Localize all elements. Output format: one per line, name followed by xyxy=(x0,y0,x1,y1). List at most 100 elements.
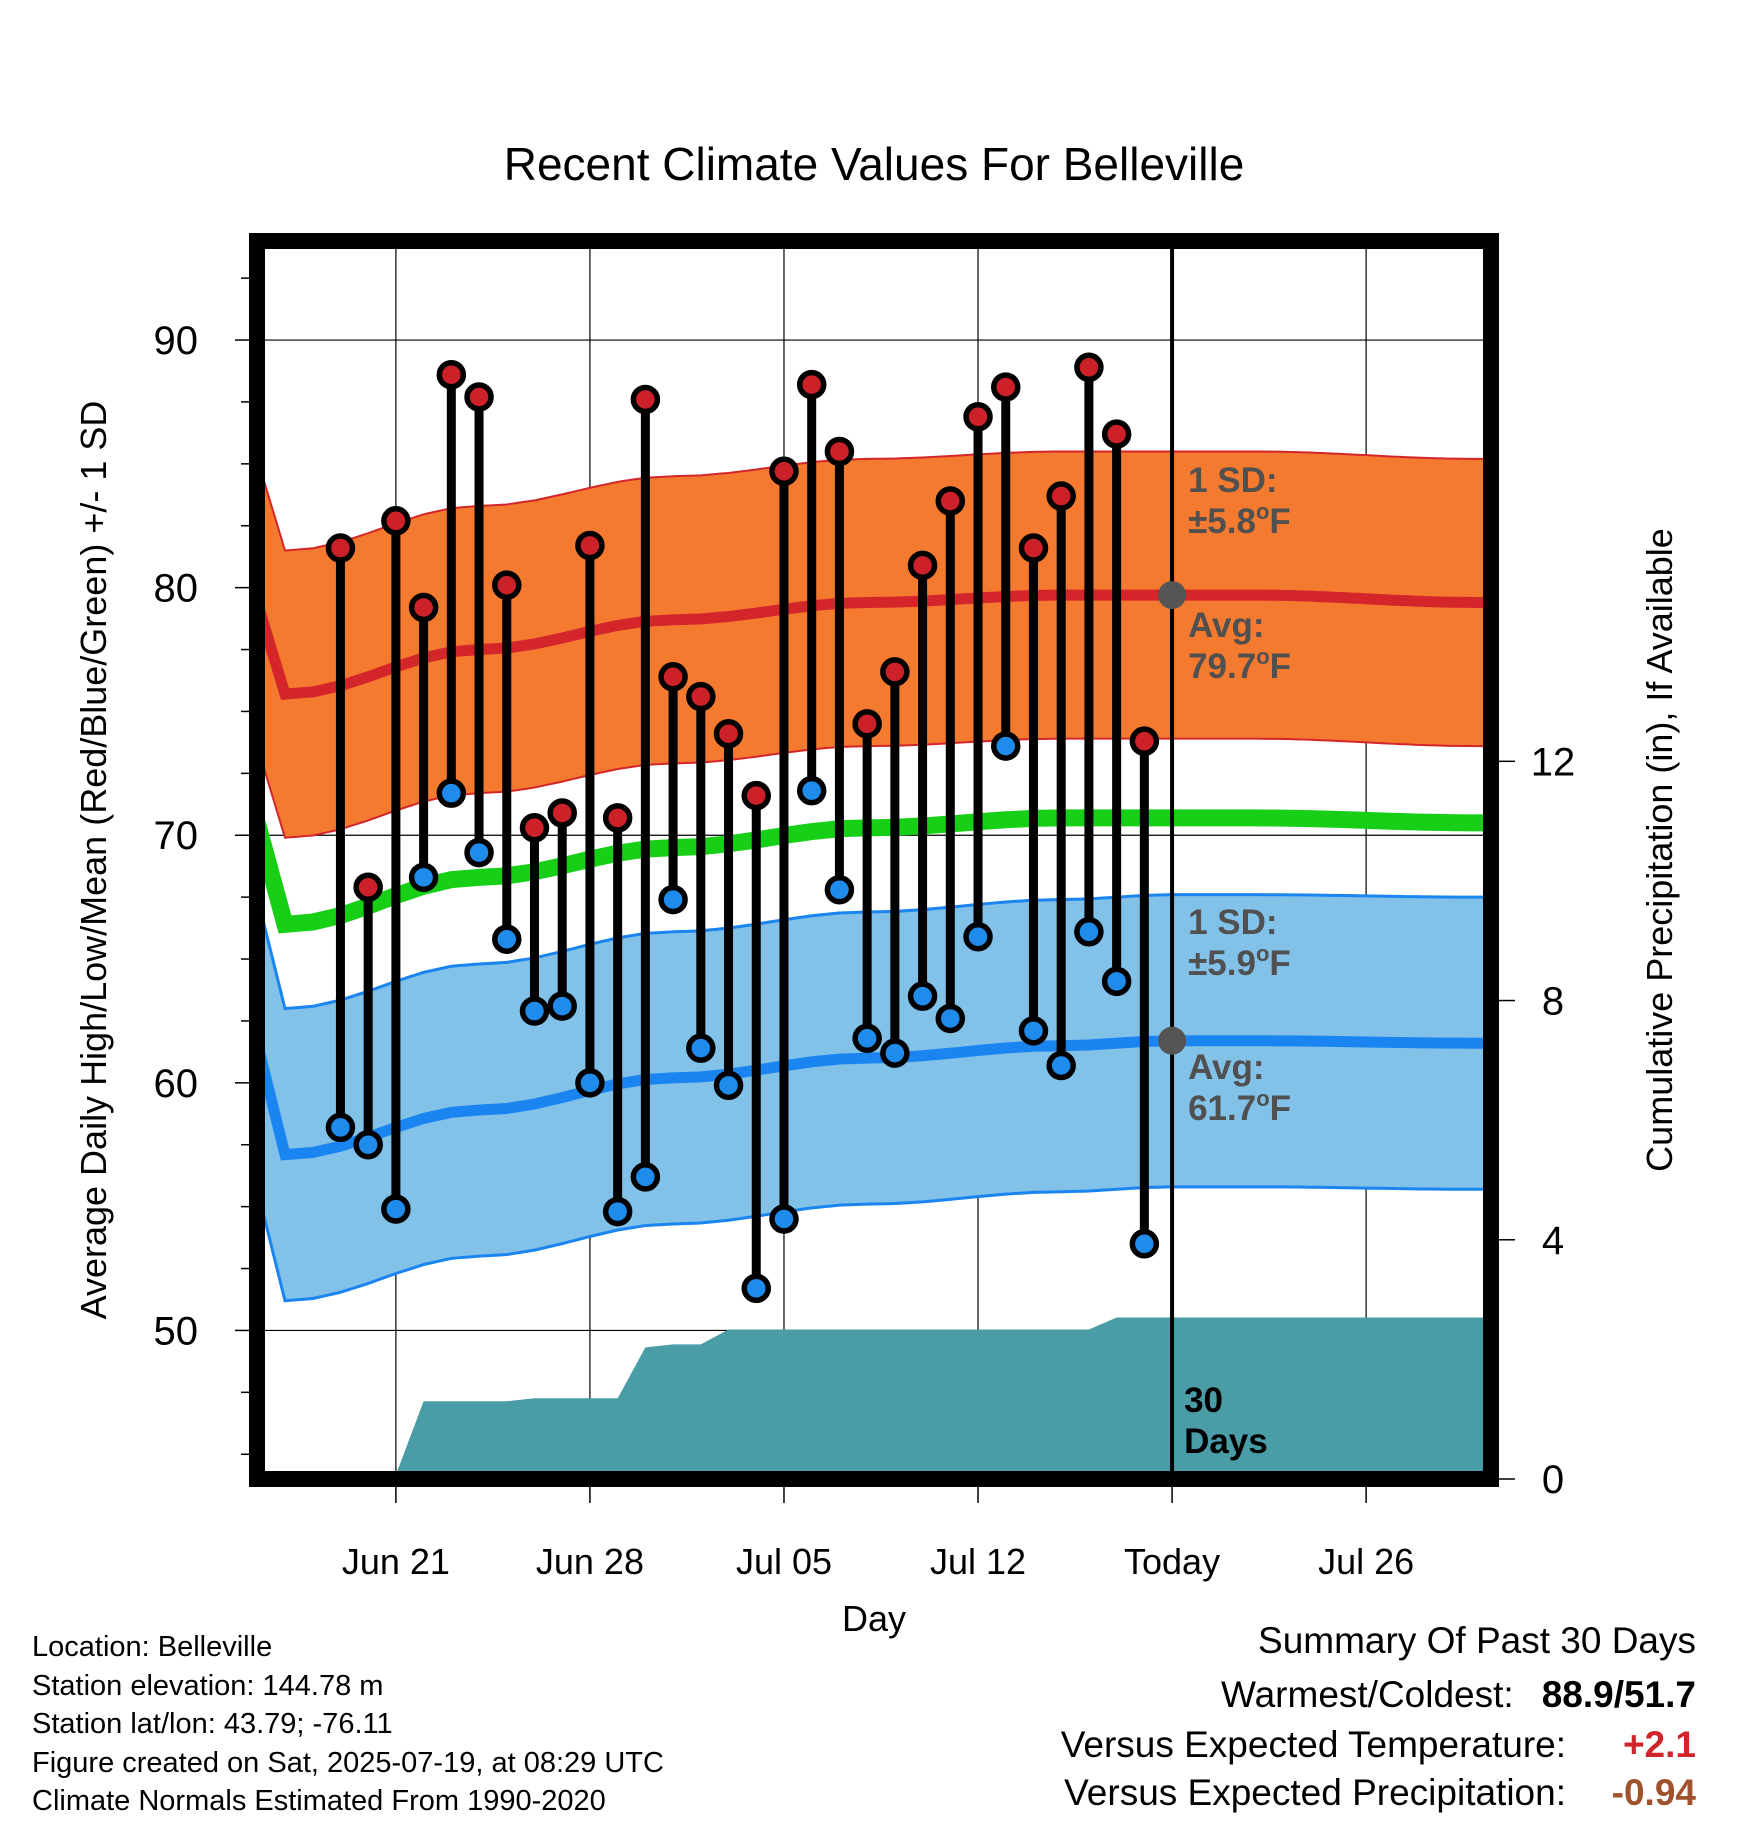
y2-tick-label: 8 xyxy=(1542,980,1564,1024)
daily-high-marker xyxy=(325,533,356,563)
daily-high-marker xyxy=(686,681,716,712)
daily-high-marker xyxy=(658,662,688,692)
daily-high-marker xyxy=(824,436,855,467)
daily-high-marker xyxy=(990,372,1021,402)
daily-low-marker xyxy=(1129,1229,1160,1259)
low-sd-upper-edge xyxy=(264,893,1484,1011)
summary-title: Summary Of Past 30 Days xyxy=(1258,1620,1696,1661)
daily-low-marker xyxy=(824,874,855,905)
x-tick-label: Jul 12 xyxy=(930,1541,1026,1582)
daily-high-marker xyxy=(630,384,661,415)
daily-high-marker xyxy=(880,657,910,687)
daily-low-marker xyxy=(658,884,688,915)
daily-low-marker xyxy=(436,778,467,808)
daily-high-marker xyxy=(963,402,993,432)
station-info: Location: Belleville Station elevation: … xyxy=(32,1628,664,1821)
daily-low-marker xyxy=(686,1033,716,1063)
window-days-annotation: 30 Days xyxy=(1184,1381,1268,1461)
daily-low-marker xyxy=(990,731,1021,761)
daily-low-marker xyxy=(408,862,439,893)
x-tick-label: Jul 26 xyxy=(1318,1541,1414,1582)
summary-precip-row: Versus Expected Precipitation: -0.94 xyxy=(1061,1772,1696,1814)
daily-high-marker xyxy=(602,803,633,833)
daily-low-marker xyxy=(381,1194,411,1224)
latlon-text: Station lat/lon: 43.79; -76.11 xyxy=(32,1708,393,1740)
summary-panel: Summary Of Past 30 Days Warmest/Coldest:… xyxy=(1061,1620,1696,1814)
daily-low-marker xyxy=(630,1162,661,1192)
daily-low-marker xyxy=(880,1038,910,1068)
summary-warmest-row: Warmest/Coldest: 88.9/51.7 xyxy=(1061,1674,1696,1716)
low-sd-lower-edge xyxy=(264,1185,1484,1303)
elevation-text: Station elevation: 144.78 m xyxy=(32,1669,384,1702)
daily-high-marker xyxy=(1101,419,1132,449)
daily-high-marker xyxy=(935,486,966,516)
daily-high-marker xyxy=(408,592,439,623)
daily-high-marker xyxy=(436,359,467,390)
daily-high-marker xyxy=(547,798,577,828)
high-avg-annotation: Avg: 79.7oF xyxy=(1188,606,1291,686)
x-tick-label: Jun 28 xyxy=(536,1541,644,1582)
y-tick-label: 50 xyxy=(154,1309,199,1353)
low-sd-annotation: 1 SD: ±5.9oF xyxy=(1188,903,1291,983)
daily-high-marker xyxy=(1018,533,1049,563)
plot-frame xyxy=(249,233,1499,1487)
daily-high-marker xyxy=(907,550,938,581)
daily-low-marker xyxy=(464,837,494,868)
daily-high-marker xyxy=(741,780,772,811)
summary-temp-row: Versus Expected Temperature: +2.1 xyxy=(1061,1724,1696,1766)
high-sd-band xyxy=(264,451,1484,838)
daily-low-marker xyxy=(325,1112,356,1143)
daily-low-marker xyxy=(741,1273,772,1304)
x-tick-label: Jun 21 xyxy=(342,1541,450,1582)
precip-label: Versus Expected Precipitation: xyxy=(1064,1772,1566,1813)
created-text: Figure created on Sat, 2025-07-19, at 08… xyxy=(32,1746,664,1779)
daily-low-marker xyxy=(602,1196,633,1227)
y2-tick-label: 12 xyxy=(1531,740,1576,784)
y-tick-label: 70 xyxy=(154,814,199,858)
warmest-label: Warmest/Coldest: xyxy=(1221,1674,1514,1715)
daily-high-marker xyxy=(769,456,799,487)
daily-high-marker xyxy=(519,813,550,843)
normal-high-line xyxy=(264,589,1484,700)
low-avg-annotation: Avg: 61.7oF xyxy=(1188,1048,1291,1128)
daily-low-marker xyxy=(1018,1016,1049,1046)
high-sd-annotation: 1 SD: ±5.8oF xyxy=(1188,461,1291,541)
daily-low-marker xyxy=(796,775,827,806)
daily-low-marker xyxy=(1074,917,1104,947)
daily-low-marker xyxy=(1101,966,1132,997)
daily-high-marker xyxy=(353,872,383,902)
precip-area xyxy=(396,1317,1484,1472)
y-axis-label: Average Daily High/Low/Mean (Red/Blue/Gr… xyxy=(73,401,114,1320)
daily-low-marker xyxy=(769,1204,799,1234)
y2-tick-label: 4 xyxy=(1542,1219,1564,1263)
daily-high-marker xyxy=(1074,352,1104,383)
daily-high-marker xyxy=(381,506,411,536)
daily-low-marker xyxy=(575,1068,605,1098)
x-tick-label: Jul 05 xyxy=(736,1541,832,1582)
chart-title: Recent Climate Values For Belleville xyxy=(504,138,1245,190)
y-tick-label: 60 xyxy=(154,1062,199,1106)
y-tick-label: 80 xyxy=(154,567,199,611)
daily-high-marker xyxy=(1129,726,1160,756)
daily-low-marker xyxy=(1046,1050,1076,1081)
x-axis-label: Day xyxy=(842,1598,906,1639)
daily-high-marker xyxy=(464,382,494,412)
daily-low-marker xyxy=(852,1023,882,1054)
today-low-avg-dot xyxy=(1158,1026,1187,1055)
daily-low-marker xyxy=(713,1070,744,1101)
y2-tick-label: 0 xyxy=(1542,1458,1564,1502)
normal-mean-line xyxy=(264,809,1484,934)
warmest-value: 88.9/51.7 xyxy=(1541,1674,1696,1715)
daily-low-marker xyxy=(547,991,577,1021)
high-sd-upper-edge xyxy=(264,450,1484,552)
y2-axis-label: Cumulative Precipitation (in), If Availa… xyxy=(1639,528,1680,1172)
daily-high-marker xyxy=(492,570,522,600)
daily-high-marker xyxy=(713,718,744,749)
daily-high-marker xyxy=(575,530,605,561)
daily-high-marker xyxy=(1046,481,1076,511)
precip-value: -0.94 xyxy=(1611,1772,1696,1813)
daily-low-marker xyxy=(519,996,550,1026)
daily-high-marker xyxy=(796,369,827,400)
daily-low-marker xyxy=(492,924,522,954)
